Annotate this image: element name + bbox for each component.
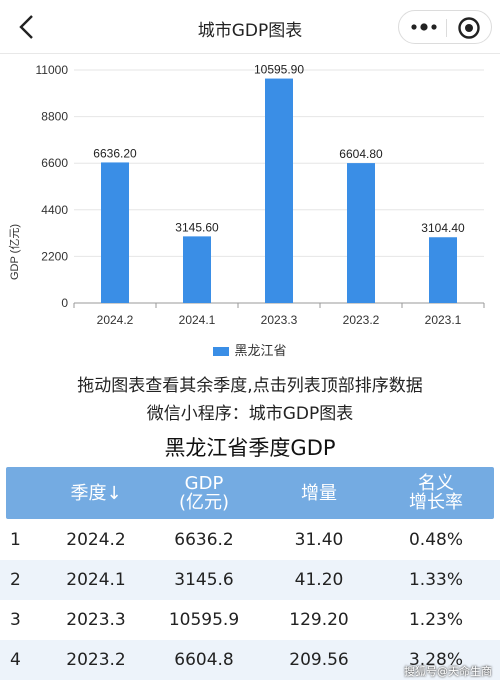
gdp-bar-chart[interactable]: 0 2200 4400 6600 8800 11000 6636.20 2024.2 3145.…	[0, 56, 500, 366]
chart-legend[interactable]: 黑龙江省	[0, 340, 500, 359]
watermark-text: 搜狐号@天命生商	[404, 665, 492, 678]
x-tick-label: 2024.2	[97, 313, 134, 327]
table-row[interactable]: 4 2023.2 6604.8 209.56 3.28%	[0, 640, 500, 680]
back-arrow-icon[interactable]	[12, 12, 42, 42]
row-index: 4	[10, 650, 21, 670]
row-index: 3	[10, 610, 21, 630]
header-growth-rate-sort[interactable]: 名义 增长率	[409, 473, 463, 513]
bar-value-label: 3104.40	[421, 221, 465, 235]
y-tick-label: 11000	[36, 63, 69, 77]
row-growth-rate: 3.28%	[408, 650, 463, 670]
x-tick-label: 2023.3	[261, 313, 298, 327]
row-index: 2	[10, 570, 21, 590]
legend-swatch	[213, 347, 230, 356]
table-row[interactable]: 1 2024.2 6636.2 31.40 0.48%	[0, 520, 500, 560]
row-growth-rate: 1.23%	[408, 610, 463, 630]
page-title: 城市GDP图表	[197, 21, 303, 41]
table-title: 黑龙江省季度GDP	[164, 436, 336, 460]
table-row[interactable]: 2 2024.1 3145.6 41.20 1.33%	[0, 560, 500, 600]
bar-2023.3	[265, 78, 293, 303]
row-growth-rate: 1.33%	[408, 570, 463, 590]
row-gdp: 10595.9	[168, 610, 240, 630]
bar-2023.1	[429, 237, 457, 303]
row-gdp: 6636.2	[174, 530, 234, 550]
bar-value-label: 6636.20	[93, 146, 137, 160]
bar-2023.2	[347, 163, 375, 303]
y-axis-label: GDP (亿元)	[8, 224, 21, 280]
header-increase-sort[interactable]: 增量	[301, 482, 337, 504]
more-options-icon[interactable]	[409, 19, 439, 35]
table-header: 季度↓ GDP (亿元) 增量 名义 增长率	[6, 467, 494, 519]
row-gdp: 3145.6	[174, 570, 234, 590]
bar-2024.2	[101, 162, 129, 303]
bar-value-label: 3145.60	[175, 220, 219, 234]
row-index: 1	[10, 530, 21, 550]
mini-program-hint-text: 微信小程序：城市GDP图表	[146, 404, 354, 424]
chart-svg: 0 2200 4400 6600 8800 11000 6636.20 2024.2 3145.…	[8, 63, 485, 327]
row-quarter: 2023.3	[66, 610, 126, 630]
row-quarter: 2024.1	[66, 570, 126, 590]
table-row[interactable]: 3 2023.3 10595.9 129.20 1.23%	[0, 600, 500, 640]
y-tick-label: 2200	[41, 249, 68, 263]
close-mini-program-icon[interactable]	[457, 16, 481, 40]
row-increase: 129.20	[289, 610, 349, 630]
y-tick-label: 8800	[41, 110, 68, 124]
row-gdp: 6604.8	[174, 650, 234, 670]
top-nav-bar: 城市GDP图表	[0, 0, 500, 54]
row-quarter: 2023.2	[66, 650, 126, 670]
row-increase: 41.20	[294, 570, 344, 590]
row-quarter: 2024.2	[66, 530, 126, 550]
bar-value-label: 10595.90	[254, 63, 304, 77]
drag-hint-text: 拖动图表查看其余季度,点击列表顶部排序数据	[77, 376, 423, 396]
header-quarter-sort[interactable]: 季度↓	[70, 482, 122, 504]
x-tick-label: 2023.1	[425, 313, 462, 327]
y-tick-label: 0	[61, 296, 68, 310]
legend-label: 黑龙江省	[234, 344, 287, 359]
row-increase: 209.56	[289, 650, 349, 670]
mini-program-capsule	[398, 10, 492, 44]
bar-2024.1	[183, 236, 211, 303]
y-tick-label: 4400	[41, 203, 68, 217]
x-tick-label: 2023.2	[343, 313, 380, 327]
capsule-divider	[446, 19, 447, 37]
y-tick-label: 6600	[41, 156, 68, 170]
row-increase: 31.40	[294, 530, 344, 550]
x-tick-label: 2024.1	[179, 313, 216, 327]
header-gdp-sort[interactable]: GDP (亿元)	[178, 473, 230, 513]
row-growth-rate: 0.48%	[408, 530, 463, 550]
bar-value-label: 6604.80	[339, 147, 383, 161]
